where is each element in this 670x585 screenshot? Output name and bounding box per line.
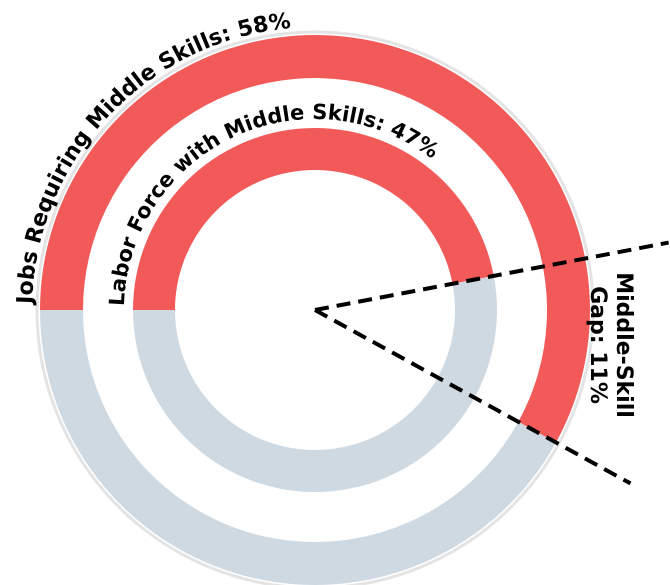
gap-label-line: Gap: 11% [585,286,610,404]
bar [133,127,494,311]
track [133,275,497,492]
dashed-line [314,240,669,312]
gap-label-line: Middle-Skill [611,272,636,418]
track [40,310,556,585]
bar [40,34,590,443]
dashed-line [314,308,632,486]
